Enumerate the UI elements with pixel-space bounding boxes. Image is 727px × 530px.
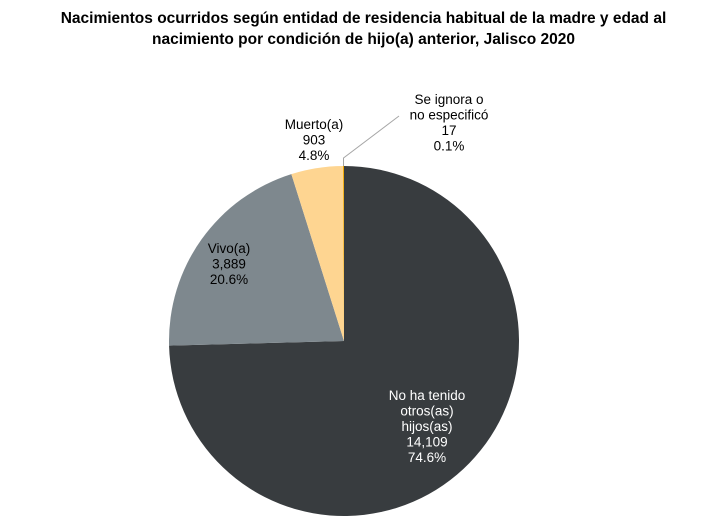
slice-label-0: No ha tenido otros(as) hijos(as) 14,109 74.6…	[389, 388, 466, 465]
slice-label-2-percent: 4.8%	[299, 148, 330, 163]
slice-label-0-value: 14,109	[406, 435, 447, 450]
slice-label-3-name: Se ignora o	[414, 92, 483, 107]
leader-line-slice-3	[343, 115, 400, 167]
chart-title-line-1: Nacimientos ocurridos según entidad de r…	[60, 10, 667, 27]
slice-label-0-name: otros(as)	[400, 404, 453, 419]
pie-slice-2	[291, 166, 344, 341]
slice-label-0-name: No ha tenido	[389, 388, 466, 403]
slice-label-2-name: Muerto(a)	[285, 117, 344, 132]
pie-slice-0	[169, 166, 519, 516]
slice-label-0-name: hijos(as)	[401, 419, 452, 434]
pie-slice-1	[169, 174, 344, 346]
slice-label-1-value: 3,889	[212, 257, 246, 272]
pie-slice-3	[343, 166, 344, 341]
chart-title-line-2: nacimiento por condición de hijo(a) ante…	[152, 31, 575, 48]
slice-label-1: Vivo(a) 3,889 20.6%	[208, 241, 251, 287]
chart-title: Nacimientos ocurridos según entidad de r…	[0, 8, 727, 50]
slice-label-0-percent: 74.6%	[408, 450, 446, 465]
slice-label-1-name: Vivo(a)	[208, 241, 251, 256]
slice-label-3-percent: 0.1%	[434, 139, 465, 154]
slice-label-2: Muerto(a) 903 4.8%	[285, 117, 344, 163]
slice-label-1-percent: 20.6%	[210, 272, 248, 287]
slice-label-3: Se ignora o no especificó 17 0.1%	[410, 92, 489, 154]
slice-label-3-value: 17	[441, 123, 456, 138]
slice-label-3-name: no especificó	[410, 108, 489, 123]
slice-label-2-value: 903	[303, 133, 326, 148]
